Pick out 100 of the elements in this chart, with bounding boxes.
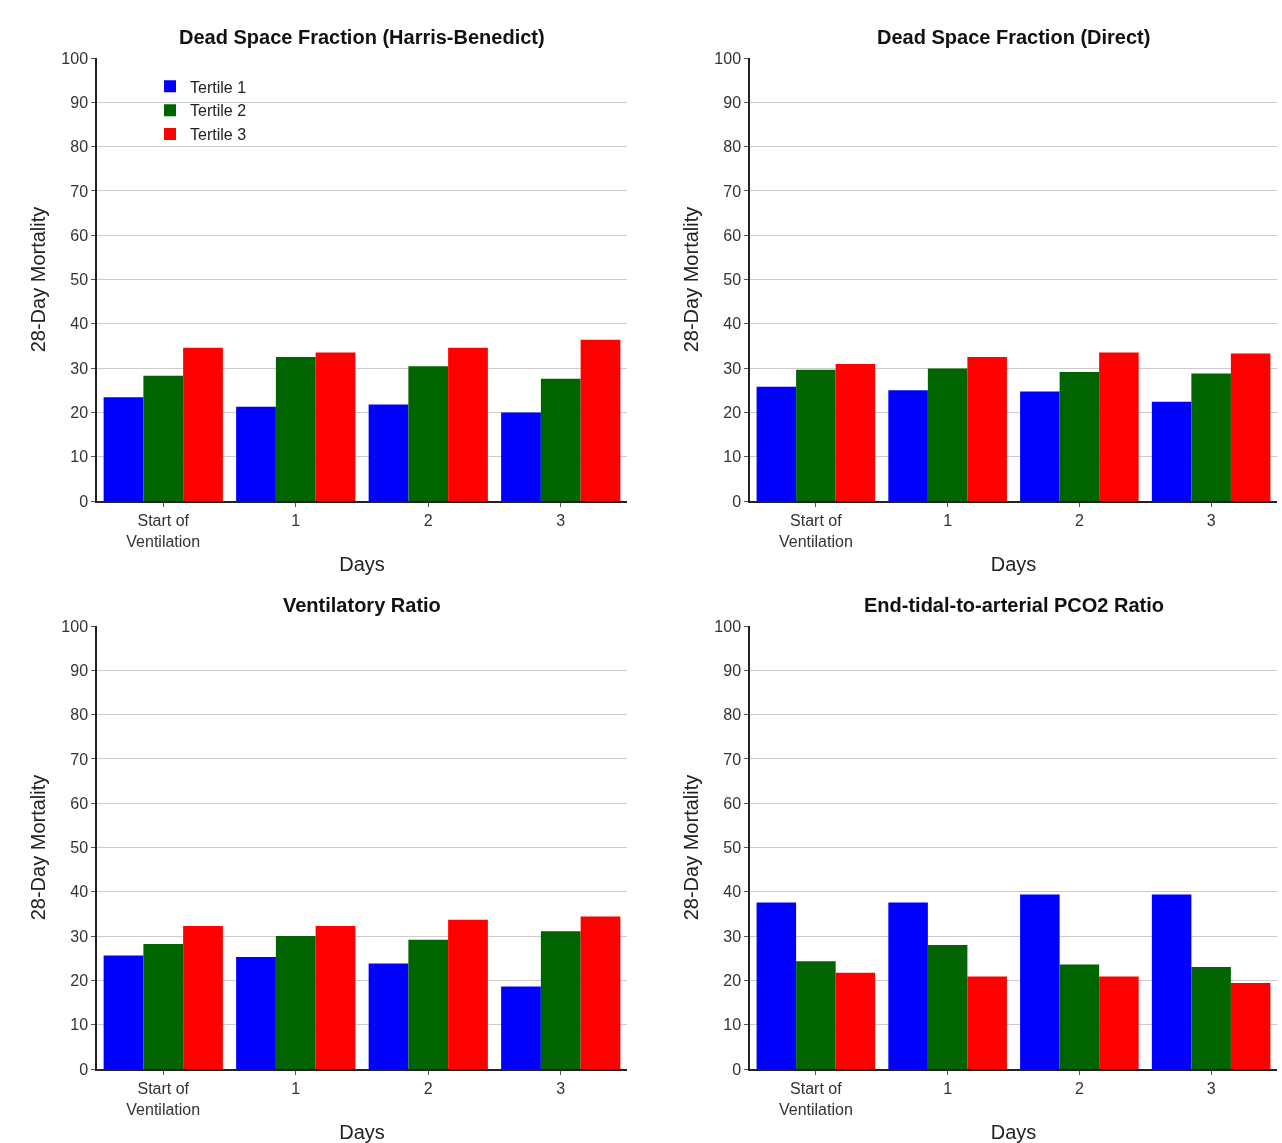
bar — [183, 347, 223, 501]
y-axis-title: 28-Day Mortality — [27, 774, 50, 921]
x-tick-label: 3 — [556, 1079, 566, 1097]
bar — [1191, 967, 1231, 1069]
x-axis-title: Days — [339, 1120, 385, 1143]
x-tick-label: 1 — [943, 511, 953, 529]
y-tick-label: 30 — [70, 359, 89, 377]
y-tick-label: 50 — [70, 839, 89, 857]
y-tick-label: 100 — [61, 617, 89, 635]
bar — [501, 412, 541, 501]
bar — [315, 352, 356, 501]
x-tick-label: 2 — [423, 511, 433, 529]
x-axis-title: Days — [990, 552, 1037, 575]
bar — [888, 390, 928, 501]
y-tick-label: 10 — [70, 448, 89, 466]
y-tick-label: 90 — [723, 93, 742, 111]
chart-title: Dead Space Fraction (Direct) — [877, 26, 1151, 48]
y-tick-label: 20 — [70, 972, 89, 989]
y-tick-label: 0 — [732, 492, 742, 510]
bar — [448, 919, 488, 1069]
x-axis-title: Days — [339, 552, 385, 575]
bar — [408, 939, 449, 1069]
y-tick-label: 40 — [723, 315, 742, 333]
y-tick-label: 80 — [723, 138, 742, 156]
bar — [1230, 353, 1271, 501]
bar — [1191, 373, 1231, 501]
bar — [967, 976, 1007, 1069]
y-tick-label: 20 — [70, 404, 89, 421]
bar — [1099, 976, 1139, 1069]
bar — [143, 944, 184, 1069]
y-tick-label: 30 — [723, 927, 742, 945]
y-tick-label: 80 — [70, 706, 89, 724]
y-tick-label: 60 — [70, 794, 89, 812]
y-tick-label: 0 — [732, 1060, 742, 1078]
y-tick-label: 50 — [723, 839, 742, 857]
chart-title: End-tidal-to-arterial PCO2 Ratio — [864, 594, 1165, 616]
bar — [368, 404, 409, 501]
y-tick-label: 70 — [70, 182, 89, 200]
x-tick-label: 3 — [1206, 511, 1216, 529]
bar — [888, 902, 928, 1069]
bar — [183, 925, 223, 1069]
bar — [1059, 964, 1100, 1069]
x-axis-title: Days — [990, 1120, 1037, 1143]
bar — [275, 936, 316, 1069]
y-tick-label: 90 — [723, 661, 742, 679]
bar — [967, 357, 1007, 501]
x-tick-label: Start of Ventilation — [778, 1079, 853, 1118]
y-axis-title: 28-Day Mortality — [680, 774, 703, 921]
y-axis-title: 28-Day Mortality — [680, 206, 703, 353]
bar — [835, 972, 876, 1069]
y-tick-label: 20 — [723, 404, 742, 421]
y-tick-label: 100 — [714, 617, 742, 635]
x-tick-label: 2 — [1074, 511, 1084, 529]
bar — [103, 397, 144, 501]
bar — [143, 375, 184, 501]
x-tick-label: 3 — [1206, 1079, 1216, 1097]
y-tick-label: 40 — [70, 315, 89, 333]
y-tick-label: 0 — [79, 492, 89, 510]
bar — [236, 406, 276, 501]
bar — [501, 986, 541, 1069]
bar — [540, 378, 581, 501]
x-tick-label: 2 — [1074, 1079, 1084, 1097]
bar — [580, 339, 621, 501]
x-tick-label: 1 — [291, 1079, 301, 1097]
x-tick-label: Start of Ventilation — [778, 511, 853, 550]
bar — [580, 916, 621, 1069]
bar — [1059, 372, 1100, 501]
y-tick-label: 10 — [723, 1016, 742, 1034]
bar — [1151, 401, 1192, 501]
bar — [448, 347, 488, 501]
y-axis-title: 28-Day Mortality — [27, 206, 50, 353]
y-tick-label: 0 — [79, 1060, 89, 1078]
y-tick-label: 30 — [723, 359, 742, 377]
bar — [1099, 352, 1139, 501]
x-tick-label: 3 — [556, 511, 566, 529]
y-tick-label: 70 — [70, 750, 89, 768]
y-tick-label: 70 — [723, 182, 742, 200]
bar — [835, 364, 876, 501]
legend-label: Tertile 1 — [190, 78, 247, 96]
y-tick-label: 10 — [723, 448, 742, 466]
y-tick-label: 40 — [723, 883, 742, 901]
y-tick-label: 90 — [70, 661, 89, 679]
chart-title: Dead Space Fraction (Harris-Benedict) — [179, 26, 545, 48]
y-tick-label: 100 — [61, 49, 89, 67]
x-tick-label: 1 — [291, 511, 301, 529]
y-tick-label: 50 — [70, 271, 89, 289]
y-tick-label: 80 — [70, 138, 89, 156]
bar — [236, 956, 276, 1069]
legend-label: Tertile 2 — [190, 102, 247, 120]
y-tick-label: 60 — [723, 794, 742, 812]
x-tick-label: 1 — [943, 1079, 953, 1097]
x-tick-label: Start of Ventilation — [126, 1079, 201, 1118]
bar — [540, 931, 581, 1069]
x-tick-label: Start of Ventilation — [126, 511, 201, 550]
bar — [756, 902, 797, 1069]
bar — [275, 357, 316, 501]
bar — [103, 955, 144, 1069]
y-tick-label: 80 — [723, 706, 742, 724]
legend-label: Tertile 3 — [190, 126, 247, 144]
y-tick-label: 60 — [723, 226, 742, 244]
